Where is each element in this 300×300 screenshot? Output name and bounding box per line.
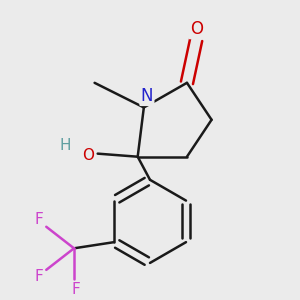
Text: O: O: [82, 148, 94, 163]
Text: N: N: [141, 87, 153, 105]
Text: F: F: [71, 282, 80, 297]
Text: F: F: [34, 269, 43, 284]
Text: H: H: [60, 138, 71, 153]
Text: F: F: [34, 212, 43, 227]
Text: O: O: [190, 20, 203, 38]
